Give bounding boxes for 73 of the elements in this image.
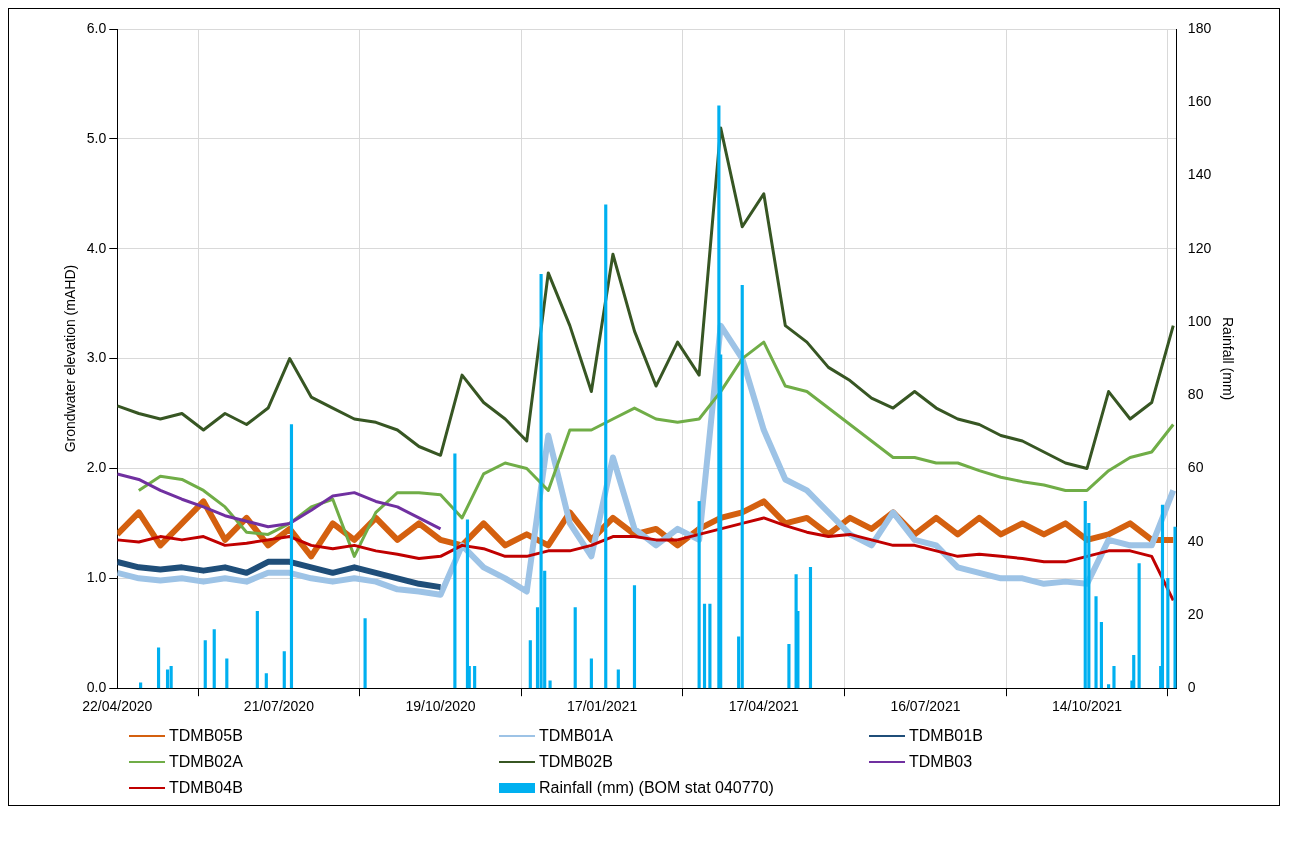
y2-tick-label: 60 bbox=[1187, 459, 1204, 476]
y-axis-title: Grondwater elevation (mAHD) bbox=[62, 264, 79, 453]
y2-tick-label: 180 bbox=[1187, 19, 1212, 36]
y2-tick-label: 40 bbox=[1187, 532, 1204, 549]
y-tick-label: 4.0 bbox=[86, 239, 107, 256]
x-tick-label: 17/01/2021 bbox=[567, 698, 638, 715]
legend-label: TDMB02B bbox=[539, 753, 613, 771]
bar bbox=[697, 501, 701, 689]
bar bbox=[1132, 654, 1136, 689]
y2-tick-label: 140 bbox=[1187, 166, 1212, 183]
bar bbox=[787, 643, 791, 689]
bar bbox=[604, 204, 608, 689]
bar bbox=[573, 607, 577, 689]
legend-label: Rainfall (mm) (BOM stat 040770) bbox=[539, 779, 774, 797]
bar bbox=[808, 567, 813, 689]
bar bbox=[156, 647, 161, 689]
legend-label: TDMB02A bbox=[169, 753, 243, 771]
x-tick-label: 14/10/2021 bbox=[1052, 698, 1123, 715]
y2-tick-label: 20 bbox=[1187, 605, 1204, 622]
bar bbox=[169, 665, 173, 689]
bar bbox=[708, 603, 712, 689]
bar bbox=[363, 618, 367, 689]
legend-label: TDMB03 bbox=[909, 753, 973, 771]
x-tick-label: 16/07/2021 bbox=[890, 698, 961, 715]
bar bbox=[539, 274, 543, 689]
bar bbox=[465, 519, 470, 689]
y2-tick-label: 0 bbox=[1187, 679, 1196, 696]
bar bbox=[255, 610, 259, 689]
y-tick-label: 5.0 bbox=[86, 129, 107, 146]
legend-label: TDMB01A bbox=[539, 727, 613, 745]
bar bbox=[1112, 665, 1116, 689]
legend-label: TDMB01B bbox=[909, 727, 983, 745]
y-tick-label: 3.0 bbox=[86, 349, 107, 366]
bar bbox=[165, 669, 170, 689]
bar bbox=[282, 651, 286, 689]
y2-axis-title: Rainfall (mm) bbox=[1219, 316, 1236, 401]
bar bbox=[203, 640, 207, 689]
y-tick-label: 2.0 bbox=[86, 459, 107, 476]
bar bbox=[740, 285, 744, 689]
bar bbox=[212, 629, 216, 689]
bar bbox=[632, 585, 637, 689]
bar bbox=[616, 669, 620, 689]
bar bbox=[1083, 501, 1087, 689]
bar bbox=[289, 424, 294, 689]
bar bbox=[1094, 596, 1098, 689]
bar bbox=[702, 603, 707, 689]
legend-label: TDMB05B bbox=[169, 727, 243, 745]
bar bbox=[1099, 621, 1103, 689]
y2-tick-label: 120 bbox=[1187, 239, 1212, 256]
y-tick-label: 1.0 bbox=[86, 569, 107, 586]
legend-label: TDMB04B bbox=[169, 779, 243, 797]
bar bbox=[1166, 578, 1170, 689]
bar bbox=[264, 673, 268, 689]
x-tick-label: 17/04/2021 bbox=[728, 698, 800, 715]
x-tick-label: 19/10/2020 bbox=[405, 698, 476, 715]
y2-tick-label: 80 bbox=[1187, 386, 1204, 403]
bar bbox=[528, 640, 532, 689]
x-tick-label: 21/07/2020 bbox=[243, 698, 315, 715]
y2-tick-label: 160 bbox=[1187, 93, 1212, 110]
bar bbox=[589, 658, 593, 689]
y-tick-label: 6.0 bbox=[86, 19, 107, 36]
bar bbox=[473, 665, 477, 689]
bar bbox=[453, 453, 457, 689]
x-tick-label: 22/04/2020 bbox=[82, 698, 153, 715]
bar bbox=[139, 682, 143, 689]
y2-tick-label: 100 bbox=[1187, 312, 1212, 329]
bar bbox=[1160, 504, 1165, 689]
bar bbox=[225, 658, 229, 689]
bar bbox=[1107, 684, 1111, 689]
bar bbox=[548, 680, 552, 689]
bar bbox=[1137, 563, 1141, 689]
y-tick-label: 0.0 bbox=[86, 679, 107, 696]
bar bbox=[1173, 526, 1177, 689]
